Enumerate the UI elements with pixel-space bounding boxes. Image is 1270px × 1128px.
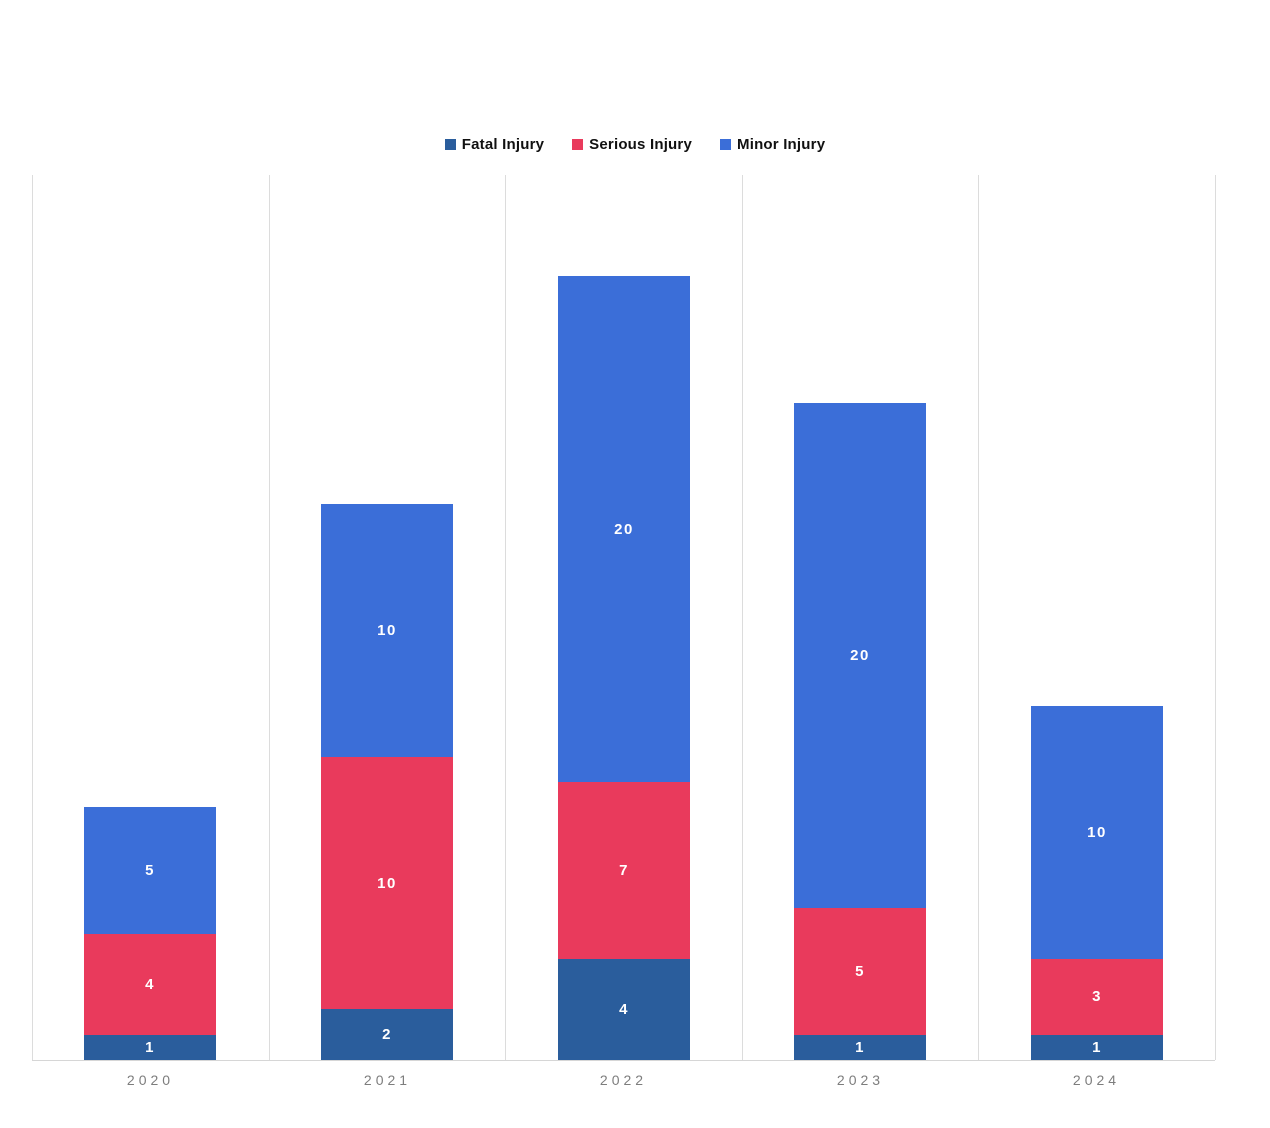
bar-segment-minor-injury-2021[interactable]: 10 [321,503,453,757]
legend-item-serious-injury[interactable]: Serious Injury [572,136,692,153]
data-label: 4 [145,975,155,993]
chart-legend: Fatal Injury Serious Injury Minor Injury [0,136,1270,153]
x-axis-label-2023: 2023 [836,1072,885,1088]
bar-segment-serious-injury-2023[interactable]: 5 [794,908,926,1035]
data-label: 1 [1092,1038,1102,1056]
data-label: 7 [619,861,629,879]
bar-2022: 4 7 20 [558,276,690,1060]
x-axis-label-2020: 2020 [126,1072,175,1088]
bar-segment-serious-injury-2020[interactable]: 4 [84,933,216,1035]
data-label: 20 [850,646,870,664]
bar-segment-fatal-injury-2020[interactable]: 1 [84,1034,216,1060]
data-label: 10 [1087,823,1107,841]
data-label: 2 [382,1026,392,1044]
bar-segment-minor-injury-2020[interactable]: 5 [84,807,216,934]
bar-2020: 1 4 5 [84,807,216,1060]
bar-segment-fatal-injury-2022[interactable]: 4 [558,958,690,1060]
data-label: 20 [614,520,634,538]
bar-segment-minor-injury-2023[interactable]: 20 [794,402,926,909]
legend-label: Serious Injury [589,136,692,153]
x-axis-label-2021: 2021 [363,1072,412,1088]
data-label: 10 [377,874,397,892]
gridline [505,175,506,1060]
data-label: 3 [1092,988,1102,1006]
bar-segment-serious-injury-2021[interactable]: 10 [321,756,453,1010]
legend-color-swatch [720,139,731,150]
bar-segment-fatal-injury-2024[interactable]: 1 [1031,1034,1163,1060]
data-label: 5 [855,963,865,980]
bar-segment-fatal-injury-2021[interactable]: 2 [321,1009,453,1060]
legend-color-swatch [572,139,584,150]
data-label: 1 [145,1038,155,1056]
gridline [1215,175,1216,1060]
legend-item-fatal-injury[interactable]: Fatal Injury [444,136,545,153]
bar-segment-minor-injury-2024[interactable]: 10 [1031,706,1163,959]
legend-item-minor-injury[interactable]: Minor Injury [720,136,825,153]
legend-color-swatch [444,139,456,150]
data-label: 4 [619,1000,629,1018]
bar-segment-fatal-injury-2023[interactable]: 1 [794,1034,926,1060]
data-label: 5 [145,861,155,879]
gridline [742,175,743,1060]
legend-label: Minor Injury [737,136,826,153]
data-label: 10 [377,621,397,639]
gridline [269,175,270,1060]
bar-segment-serious-injury-2022[interactable]: 7 [558,781,690,959]
bar-2021: 2 10 10 [321,503,453,1060]
bar-2023: 1 5 20 [794,402,926,1060]
plot-area: 1 4 5 2 10 10 4 7 20 1 5 20 1 3 10 [32,175,1216,1061]
data-label: 1 [855,1038,865,1056]
x-axis-label-2024: 2024 [1072,1072,1121,1088]
gridline [32,175,33,1060]
gridline [978,175,979,1060]
x-axis-label-2022: 2022 [599,1072,648,1088]
bar-2024: 1 3 10 [1031,706,1163,1060]
bar-segment-serious-injury-2024[interactable]: 3 [1031,958,1163,1035]
bar-segment-minor-injury-2022[interactable]: 20 [558,276,690,782]
x-axis: 2020 2021 2022 2023 2024 [32,1072,1215,1096]
legend-label: Fatal Injury [461,136,545,153]
